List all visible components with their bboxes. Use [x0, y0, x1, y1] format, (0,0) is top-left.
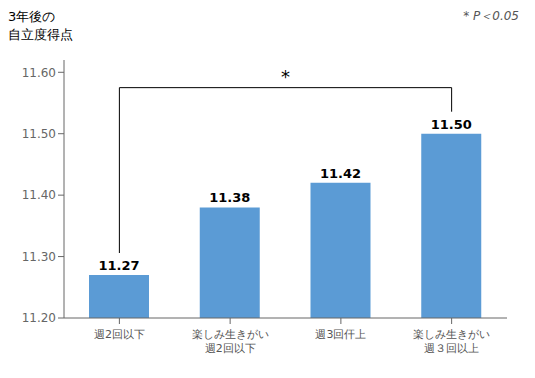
svg-text:11.20: 11.20	[22, 311, 56, 325]
svg-text:11.38: 11.38	[209, 190, 250, 205]
svg-text:楽しみ生きがい週2回以下: 楽しみ生きがい週2回以下	[192, 328, 269, 355]
svg-text:11.30: 11.30	[22, 250, 56, 264]
svg-text:11.60: 11.60	[22, 66, 56, 80]
svg-text:11.27: 11.27	[98, 258, 139, 273]
svg-text:11.40: 11.40	[22, 188, 56, 202]
svg-text:11.50: 11.50	[431, 117, 472, 132]
svg-text:*: *	[281, 66, 290, 87]
svg-text:11.42: 11.42	[320, 166, 361, 181]
html-text:* P＜0.05: * P＜0.05	[463, 9, 519, 23]
html-text:自立度得点: 自立度得点	[8, 27, 73, 42]
html-text:3年後の: 3年後の	[8, 9, 56, 24]
svg-text:週3回仠上: 週3回仠上	[315, 328, 366, 341]
svg-text:11.50: 11.50	[22, 127, 56, 141]
svg-text:楽しみ生きがい週３回以上: 楽しみ生きがい週３回以上	[413, 328, 490, 355]
svg-text:週2回以下: 週2回以下	[94, 328, 145, 341]
